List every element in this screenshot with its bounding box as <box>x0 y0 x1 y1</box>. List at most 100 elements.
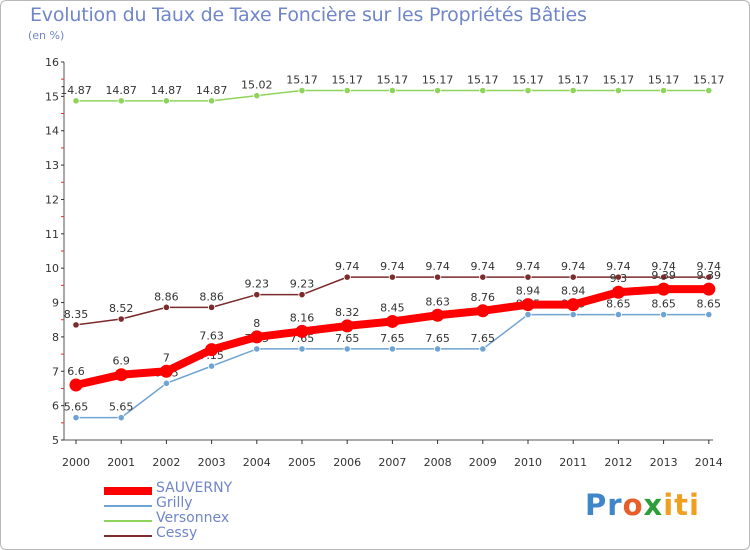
data-point-sauverny <box>295 324 309 338</box>
y-tick-label: 11 <box>45 228 59 241</box>
data-point-grilly <box>72 414 80 422</box>
data-point-sauverny <box>431 308 445 322</box>
y-tick-label: 5 <box>52 434 59 447</box>
legend-swatch-grilly <box>104 505 152 507</box>
data-point-versonnex <box>298 86 306 95</box>
data-point-sauverny <box>340 319 354 333</box>
x-tick-label: 2004 <box>243 456 271 469</box>
data-point-sauverny <box>657 282 671 296</box>
data-label-sauverny: 9.39 <box>697 269 722 282</box>
data-label-sauverny: 9.39 <box>651 269 676 282</box>
x-tick-label: 2001 <box>107 456 135 469</box>
data-label-sauverny: 7 <box>163 351 170 364</box>
chart-subtitle: (en %) <box>28 29 65 42</box>
y-tick-label: 9 <box>52 297 59 310</box>
data-point-sauverny <box>521 298 535 312</box>
x-tick-label: 2011 <box>559 456 587 469</box>
data-point-cessy <box>388 273 396 281</box>
legend-label-versonnex: Versonnex <box>156 510 230 526</box>
data-label-grilly: 7.65 <box>335 332 360 345</box>
data-label-versonnex: 15.17 <box>512 74 544 87</box>
y-tick-label: 15 <box>45 90 59 103</box>
data-point-sauverny <box>250 330 264 344</box>
data-label-cessy: 9.74 <box>606 260 631 273</box>
data-label-versonnex: 15.17 <box>603 74 635 87</box>
data-point-grilly <box>659 310 668 319</box>
legend-swatch-cessy <box>104 535 152 537</box>
data-label-grilly: 8.65 <box>606 298 631 311</box>
data-point-cessy <box>569 273 577 281</box>
y-tick-label: 14 <box>45 125 59 138</box>
data-label-cessy: 9.74 <box>697 260 722 273</box>
x-tick-label: 2012 <box>604 456 632 469</box>
data-point-versonnex <box>162 97 170 105</box>
data-point-grilly <box>705 310 713 319</box>
data-point-sauverny <box>159 364 173 378</box>
data-point-versonnex <box>117 97 125 105</box>
data-label-sauverny: 8.76 <box>471 291 496 304</box>
data-point-versonnex <box>388 86 396 95</box>
data-point-cessy <box>705 273 713 281</box>
data-point-grilly <box>343 345 351 353</box>
data-label-grilly: 8.65 <box>651 298 676 311</box>
data-point-cessy <box>298 291 306 299</box>
data-label-grilly: 8.65 <box>697 298 722 311</box>
data-label-versonnex: 15.17 <box>648 74 680 87</box>
data-label-cessy: 9.74 <box>651 260 676 273</box>
x-tick-label: 2008 <box>424 456 452 469</box>
x-tick-label: 2014 <box>695 456 723 469</box>
data-point-sauverny <box>205 343 219 357</box>
data-point-grilly <box>388 345 396 353</box>
data-label-versonnex: 14.87 <box>196 84 228 97</box>
data-label-grilly: 7.65 <box>425 332 450 345</box>
data-point-cessy <box>72 321 80 329</box>
data-point-sauverny <box>114 368 128 382</box>
data-point-cessy <box>117 315 125 323</box>
data-label-versonnex: 15.02 <box>241 79 273 92</box>
y-tick-label: 10 <box>45 262 59 275</box>
data-point-grilly <box>569 310 577 319</box>
data-point-versonnex <box>479 86 487 95</box>
proxiti-logo: Proxiti <box>585 488 700 522</box>
legend-swatch-sauverny <box>104 487 152 495</box>
data-label-sauverny: 8.94 <box>561 285 586 298</box>
data-label-cessy: 9.74 <box>335 260 360 273</box>
data-label-cessy: 9.74 <box>516 260 541 273</box>
data-point-cessy <box>614 273 623 281</box>
x-tick-label: 2009 <box>469 456 497 469</box>
y-tick-label: 7 <box>52 365 59 378</box>
y-tick-label: 13 <box>45 159 59 172</box>
data-label-versonnex: 15.17 <box>467 74 499 87</box>
data-point-sauverny <box>385 314 399 328</box>
data-point-sauverny <box>611 285 625 299</box>
data-point-grilly <box>298 345 306 353</box>
data-point-sauverny <box>476 304 490 318</box>
y-tick-label: 8 <box>52 331 59 344</box>
data-label-versonnex: 15.17 <box>557 74 589 87</box>
legend-label-grilly: Grilly <box>156 495 193 511</box>
data-label-grilly: 5.65 <box>64 401 89 414</box>
data-label-sauverny: 6.9 <box>112 355 130 368</box>
x-tick-label: 2000 <box>62 456 90 469</box>
data-point-grilly <box>524 310 532 319</box>
data-point-versonnex <box>343 86 351 95</box>
legend-label-cessy: Cessy <box>156 525 198 541</box>
x-tick-label: 2003 <box>198 456 226 469</box>
data-label-sauverny: 8 <box>253 317 260 330</box>
data-point-cessy <box>208 303 216 311</box>
data-label-cessy: 9.23 <box>245 278 270 291</box>
data-label-cessy: 8.86 <box>154 290 179 303</box>
data-label-versonnex: 14.87 <box>151 84 183 97</box>
data-point-versonnex <box>569 86 577 95</box>
data-label-sauverny: 8.32 <box>335 306 360 319</box>
data-point-grilly <box>208 362 216 370</box>
data-label-sauverny: 8.94 <box>516 285 541 298</box>
data-label-grilly: 5.65 <box>109 401 134 414</box>
data-point-cessy <box>479 273 487 281</box>
data-label-grilly: 7.65 <box>380 332 405 345</box>
x-tick-label: 2005 <box>288 456 316 469</box>
y-tick-label: 12 <box>45 193 59 206</box>
data-label-versonnex: 15.17 <box>693 74 725 87</box>
data-point-versonnex <box>659 86 668 95</box>
